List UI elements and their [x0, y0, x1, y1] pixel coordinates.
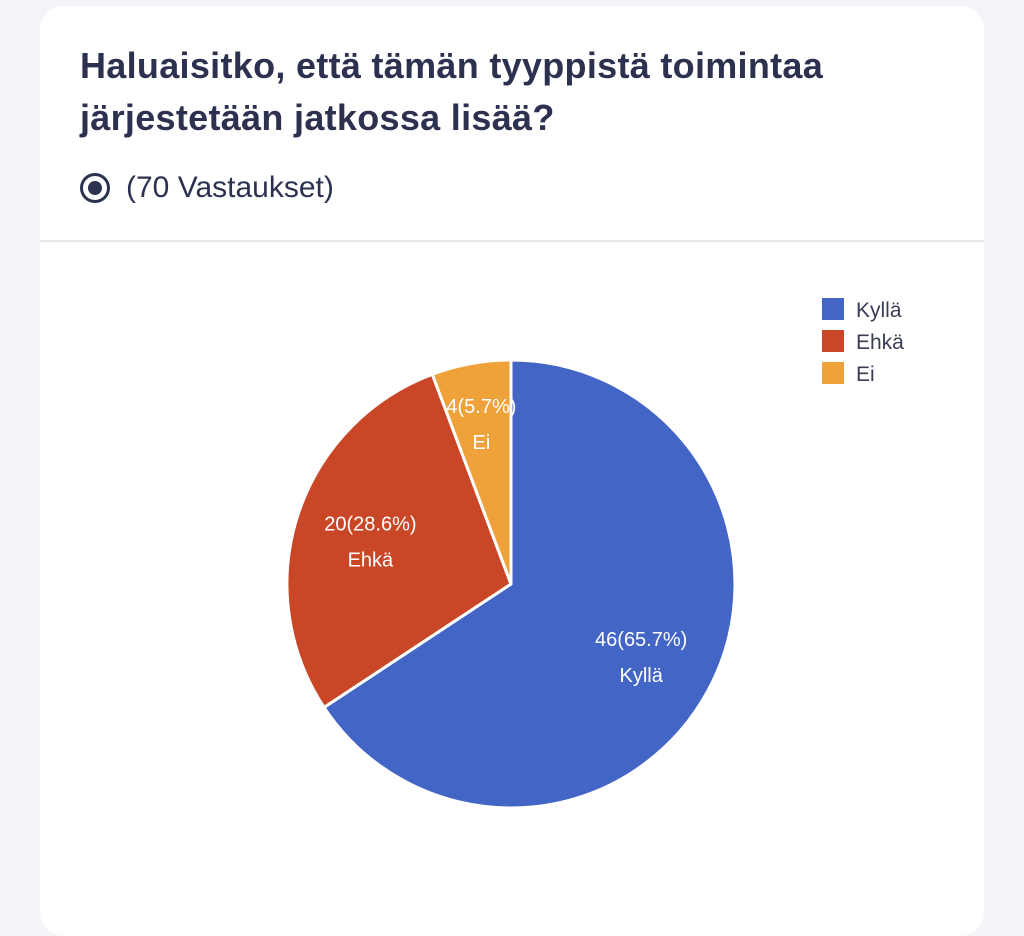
- slice-value-label-ei: 4(5.7%): [446, 396, 516, 418]
- question-title: Haluaisitko, että tämän tyyppistä toimin…: [80, 45, 824, 138]
- pie-slices: [285, 358, 737, 810]
- slice-category-label-ei: Ei: [473, 432, 491, 454]
- legend-label-ehka: Ehkä: [856, 331, 904, 354]
- pie-slice-ei: [430, 358, 513, 586]
- radio-selected-icon: [80, 173, 110, 203]
- legend-swatch-ei: [822, 362, 844, 384]
- legend-swatch-kylla: [822, 298, 844, 320]
- slice-category-label-ehka: Ehkä: [348, 549, 394, 571]
- pie-slice-kylla: [322, 358, 737, 810]
- legend-label-kylla: Kyllä: [856, 299, 902, 322]
- pie-slice-ehka: [285, 372, 513, 709]
- divider: [40, 240, 984, 242]
- legend-swatch-ehka: [822, 330, 844, 352]
- slice-category-label-kylla: Kyllä: [620, 665, 664, 687]
- question-card: Haluaisitko, että tämän tyyppistä toimin…: [40, 6, 984, 936]
- responses-count: (70 Vastaukset): [126, 171, 334, 204]
- legend-label-ei: Ei: [856, 363, 875, 386]
- slice-value-label-kylla: 46(65.7%): [595, 629, 687, 651]
- chart-legend: Kyllä Ehkä Ei: [822, 298, 904, 386]
- pie-slice-labels: 46(65.7%) Kyllä 20(28.6%) Ehkä 4(5.7%) Ei: [324, 396, 687, 687]
- responses-row: (70 Vastaukset): [80, 168, 334, 208]
- pie-chart: 46(65.7%) Kyllä 20(28.6%) Ehkä 4(5.7%) Ei Kyl…: [285, 298, 904, 810]
- slice-value-label-ehka: 20(28.6%): [324, 513, 416, 535]
